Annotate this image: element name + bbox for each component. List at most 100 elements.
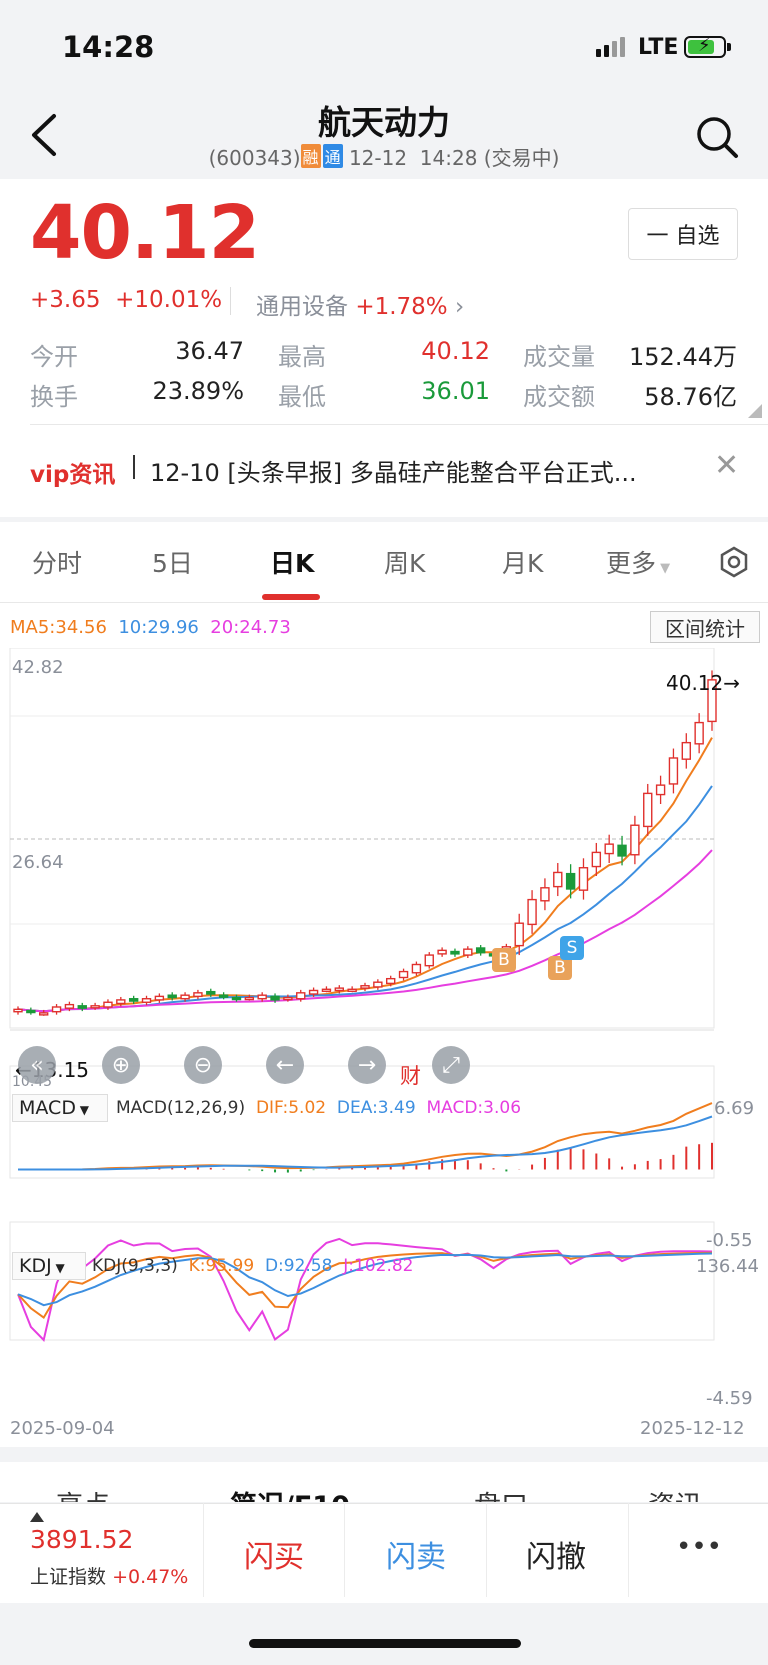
date-start: 2025-09-04 <box>10 1418 115 1439</box>
tab-f10[interactable]: 简况/F10 <box>230 1484 350 1502</box>
divider <box>203 1503 204 1597</box>
candle-body <box>141 998 152 1003</box>
stat-label: 今开 <box>30 343 78 371</box>
candle-body <box>668 757 679 785</box>
stat-label: 成交量 <box>523 343 595 371</box>
ma20-label: 20:24.73 <box>210 617 291 638</box>
trading-state: (交易中) <box>483 146 560 170</box>
tab-weekly-k[interactable]: 周K <box>384 549 426 578</box>
sector-percent: +1.78% <box>355 294 448 320</box>
more-options-icon[interactable]: ••• <box>676 1532 723 1562</box>
tab-monthly-k[interactable]: 月K <box>502 549 544 578</box>
candle-body <box>643 792 653 828</box>
candle-body <box>553 871 563 888</box>
divider <box>486 1503 487 1597</box>
candle-body <box>206 990 216 995</box>
macd-selector[interactable]: MACD ▼ <box>12 1094 108 1122</box>
stat-label: 换手 <box>30 383 78 411</box>
add-watchlist-button[interactable]: 一 自选 <box>628 208 738 260</box>
battery-icon: ⚡ <box>684 35 726 58</box>
tab-5day[interactable]: 5日 <box>152 549 193 578</box>
dea-value: DEA:3.49 <box>336 1098 416 1118</box>
tab-orderbook[interactable]: 盘口 <box>474 1484 528 1502</box>
candle-body <box>617 844 627 857</box>
k-value: K:95.99 <box>188 1256 255 1276</box>
kdj-legend: KDJ(9,3,3) K:95.99 D:92.58 J:102.82 <box>92 1256 414 1276</box>
tab-news[interactable]: 资讯 <box>648 1484 702 1502</box>
quote-date: 12-12 <box>348 146 408 170</box>
ma5-line <box>17 737 713 1013</box>
index-value[interactable]: 3891.52 <box>30 1525 134 1554</box>
expand-corner-icon[interactable] <box>748 404 762 418</box>
gear-icon[interactable] <box>718 546 750 578</box>
candle-body <box>39 1012 49 1016</box>
scroll-left-fast-icon[interactable]: « <box>18 1046 56 1084</box>
arrow-left-icon[interactable]: ← <box>266 1046 304 1084</box>
quick-cancel-button[interactable]: 闪撤 <box>526 1540 586 1575</box>
candle-body <box>386 977 396 985</box>
dif-value: DIF:5.02 <box>255 1098 327 1118</box>
stat-label: 最低 <box>278 383 326 411</box>
ma-legend: MA5:34.56 10:29.96 20:24.73 <box>10 617 291 638</box>
zoom-out-icon[interactable]: ⊖ <box>184 1046 222 1084</box>
home-indicator <box>249 1639 521 1648</box>
divider <box>230 287 231 315</box>
index-info[interactable]: 上证指数 +0.47% <box>30 1562 188 1589</box>
quick-buy-button[interactable]: 闪买 <box>244 1540 304 1575</box>
finance-event-marker[interactable]: 财 <box>400 1064 421 1088</box>
candle-body <box>565 872 576 890</box>
tab-highlights[interactable]: 亮点 <box>56 1484 110 1502</box>
macd-value: MACD:3.06 <box>426 1098 522 1118</box>
arrow-right-icon[interactable]: → <box>348 1046 386 1084</box>
divider <box>133 455 135 479</box>
fullscreen-icon[interactable]: ⤢ <box>432 1046 470 1084</box>
stat-value: 36.01 <box>421 377 490 405</box>
quick-sell-button[interactable]: 闪卖 <box>386 1540 446 1575</box>
candle-body <box>296 992 306 1000</box>
dea-line <box>18 1115 713 1171</box>
buy-marker[interactable]: B <box>492 948 516 972</box>
sector-link[interactable]: 通用设备 +1.78% › <box>256 287 464 321</box>
tab-daily-k[interactable]: 日K <box>270 549 315 578</box>
date-end: 2025-12-12 <box>640 1418 745 1439</box>
price-change: +3.65 +10.01% <box>30 287 222 313</box>
kdj-chart <box>17 1237 713 1343</box>
candle-body <box>694 721 704 745</box>
candle-body <box>604 843 614 855</box>
candle-body <box>218 994 229 998</box>
stat-value: 40.12 <box>421 337 490 365</box>
candle-body <box>231 996 242 1001</box>
candle-body <box>360 985 370 989</box>
last-price-label: 40.12→ <box>666 671 741 695</box>
macd-min: -0.55 <box>706 1230 753 1251</box>
candle-body <box>591 851 602 868</box>
kdj-selector[interactable]: KDJ ▼ <box>12 1252 86 1280</box>
active-tab-indicator <box>262 594 320 600</box>
candle-body <box>283 996 293 1001</box>
tab-more-label: 更多 <box>606 549 657 578</box>
zoom-in-icon[interactable]: ⊕ <box>102 1046 140 1084</box>
quote-time: 14:28 <box>419 146 478 170</box>
close-icon[interactable]: ✕ <box>714 448 740 483</box>
search-icon[interactable] <box>694 114 740 160</box>
candle-body <box>64 1003 75 1009</box>
candle-body <box>514 922 524 947</box>
stat-value: 58.76亿 <box>644 383 737 411</box>
kline-chart[interactable] <box>0 648 768 1448</box>
tab-intraday[interactable]: 分时 <box>32 549 83 578</box>
candle-body <box>450 950 460 955</box>
back-arrow-icon[interactable] <box>26 110 66 160</box>
divider <box>0 602 768 603</box>
tab-more[interactable]: 更多 ▼ <box>606 544 670 580</box>
candle-body <box>116 999 126 1005</box>
candle-body <box>655 784 666 796</box>
sector-name: 通用设备 <box>256 294 348 320</box>
status-time: 14:28 <box>62 30 155 64</box>
news-headline[interactable]: 12-10 [头条早报] 多晶硅产能整合平台正式... <box>150 459 637 487</box>
sell-marker[interactable]: S <box>560 936 584 960</box>
bottom-action-bar <box>0 1503 768 1603</box>
range-stats-button[interactable]: 区间统计 <box>650 611 760 643</box>
candle-body <box>103 1001 113 1008</box>
buy-marker[interactable]: B <box>548 956 572 980</box>
candle-body <box>630 824 640 856</box>
